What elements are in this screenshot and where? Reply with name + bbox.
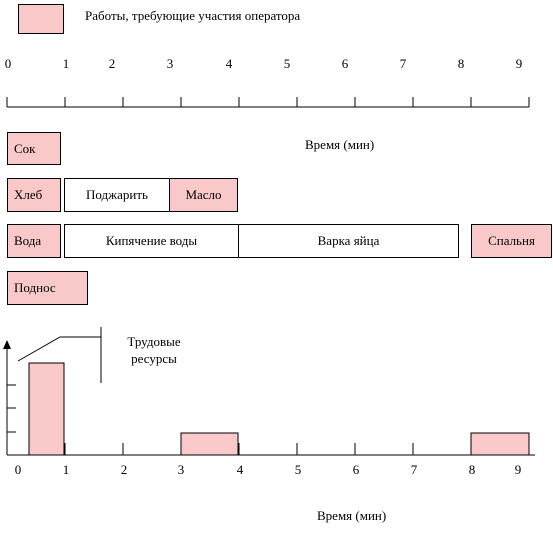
top-tick-9: 9 bbox=[515, 56, 523, 71]
bottom-tick-0: 0 bbox=[14, 462, 22, 477]
bottom-tick-8: 8 bbox=[468, 462, 476, 477]
bottom-tick-9: 9 bbox=[514, 462, 522, 477]
task-juice: Сок bbox=[7, 132, 61, 165]
top-tick-8: 8 bbox=[457, 56, 465, 71]
bottom-tick-5: 5 bbox=[294, 462, 302, 477]
bottom-tick-3: 3 bbox=[177, 462, 185, 477]
task-butter: Масло bbox=[169, 178, 238, 212]
top-axis-title: Время (мин) bbox=[305, 137, 375, 152]
legend-swatch bbox=[18, 4, 64, 34]
bottom-tick-1: 1 bbox=[62, 462, 70, 477]
task-tray: Поднос bbox=[7, 271, 88, 305]
top-tick-7: 7 bbox=[399, 56, 407, 71]
top-tick-1: 1 bbox=[62, 56, 70, 71]
bottom-tick-6: 6 bbox=[352, 462, 360, 477]
top-tick-0: 0 bbox=[4, 56, 12, 71]
task-bread: Хлеб bbox=[7, 178, 61, 212]
bottom-tick-7: 7 bbox=[410, 462, 418, 477]
task-bedroom: Спальня bbox=[471, 224, 552, 258]
top-tick-3: 3 bbox=[166, 56, 174, 71]
task-boil-water: Кипячение воды bbox=[64, 224, 239, 258]
top-tick-6: 6 bbox=[341, 56, 349, 71]
bottom-tick-2: 2 bbox=[120, 462, 128, 477]
resources-label: Трудовые ресурсы bbox=[127, 334, 181, 366]
legend-label: Работы, требующие участия оператора bbox=[85, 8, 301, 23]
bottom-tick-4: 4 bbox=[236, 462, 244, 477]
top-tick-4: 4 bbox=[225, 56, 233, 71]
task-boil-egg: Варка яйца bbox=[238, 224, 459, 258]
top-tick-5: 5 bbox=[283, 56, 291, 71]
top-tick-2: 2 bbox=[108, 56, 116, 71]
bottom-axis-title: Время (мин) bbox=[317, 508, 387, 523]
task-toast: Поджарить bbox=[64, 178, 170, 212]
task-water: Вода bbox=[7, 224, 61, 258]
